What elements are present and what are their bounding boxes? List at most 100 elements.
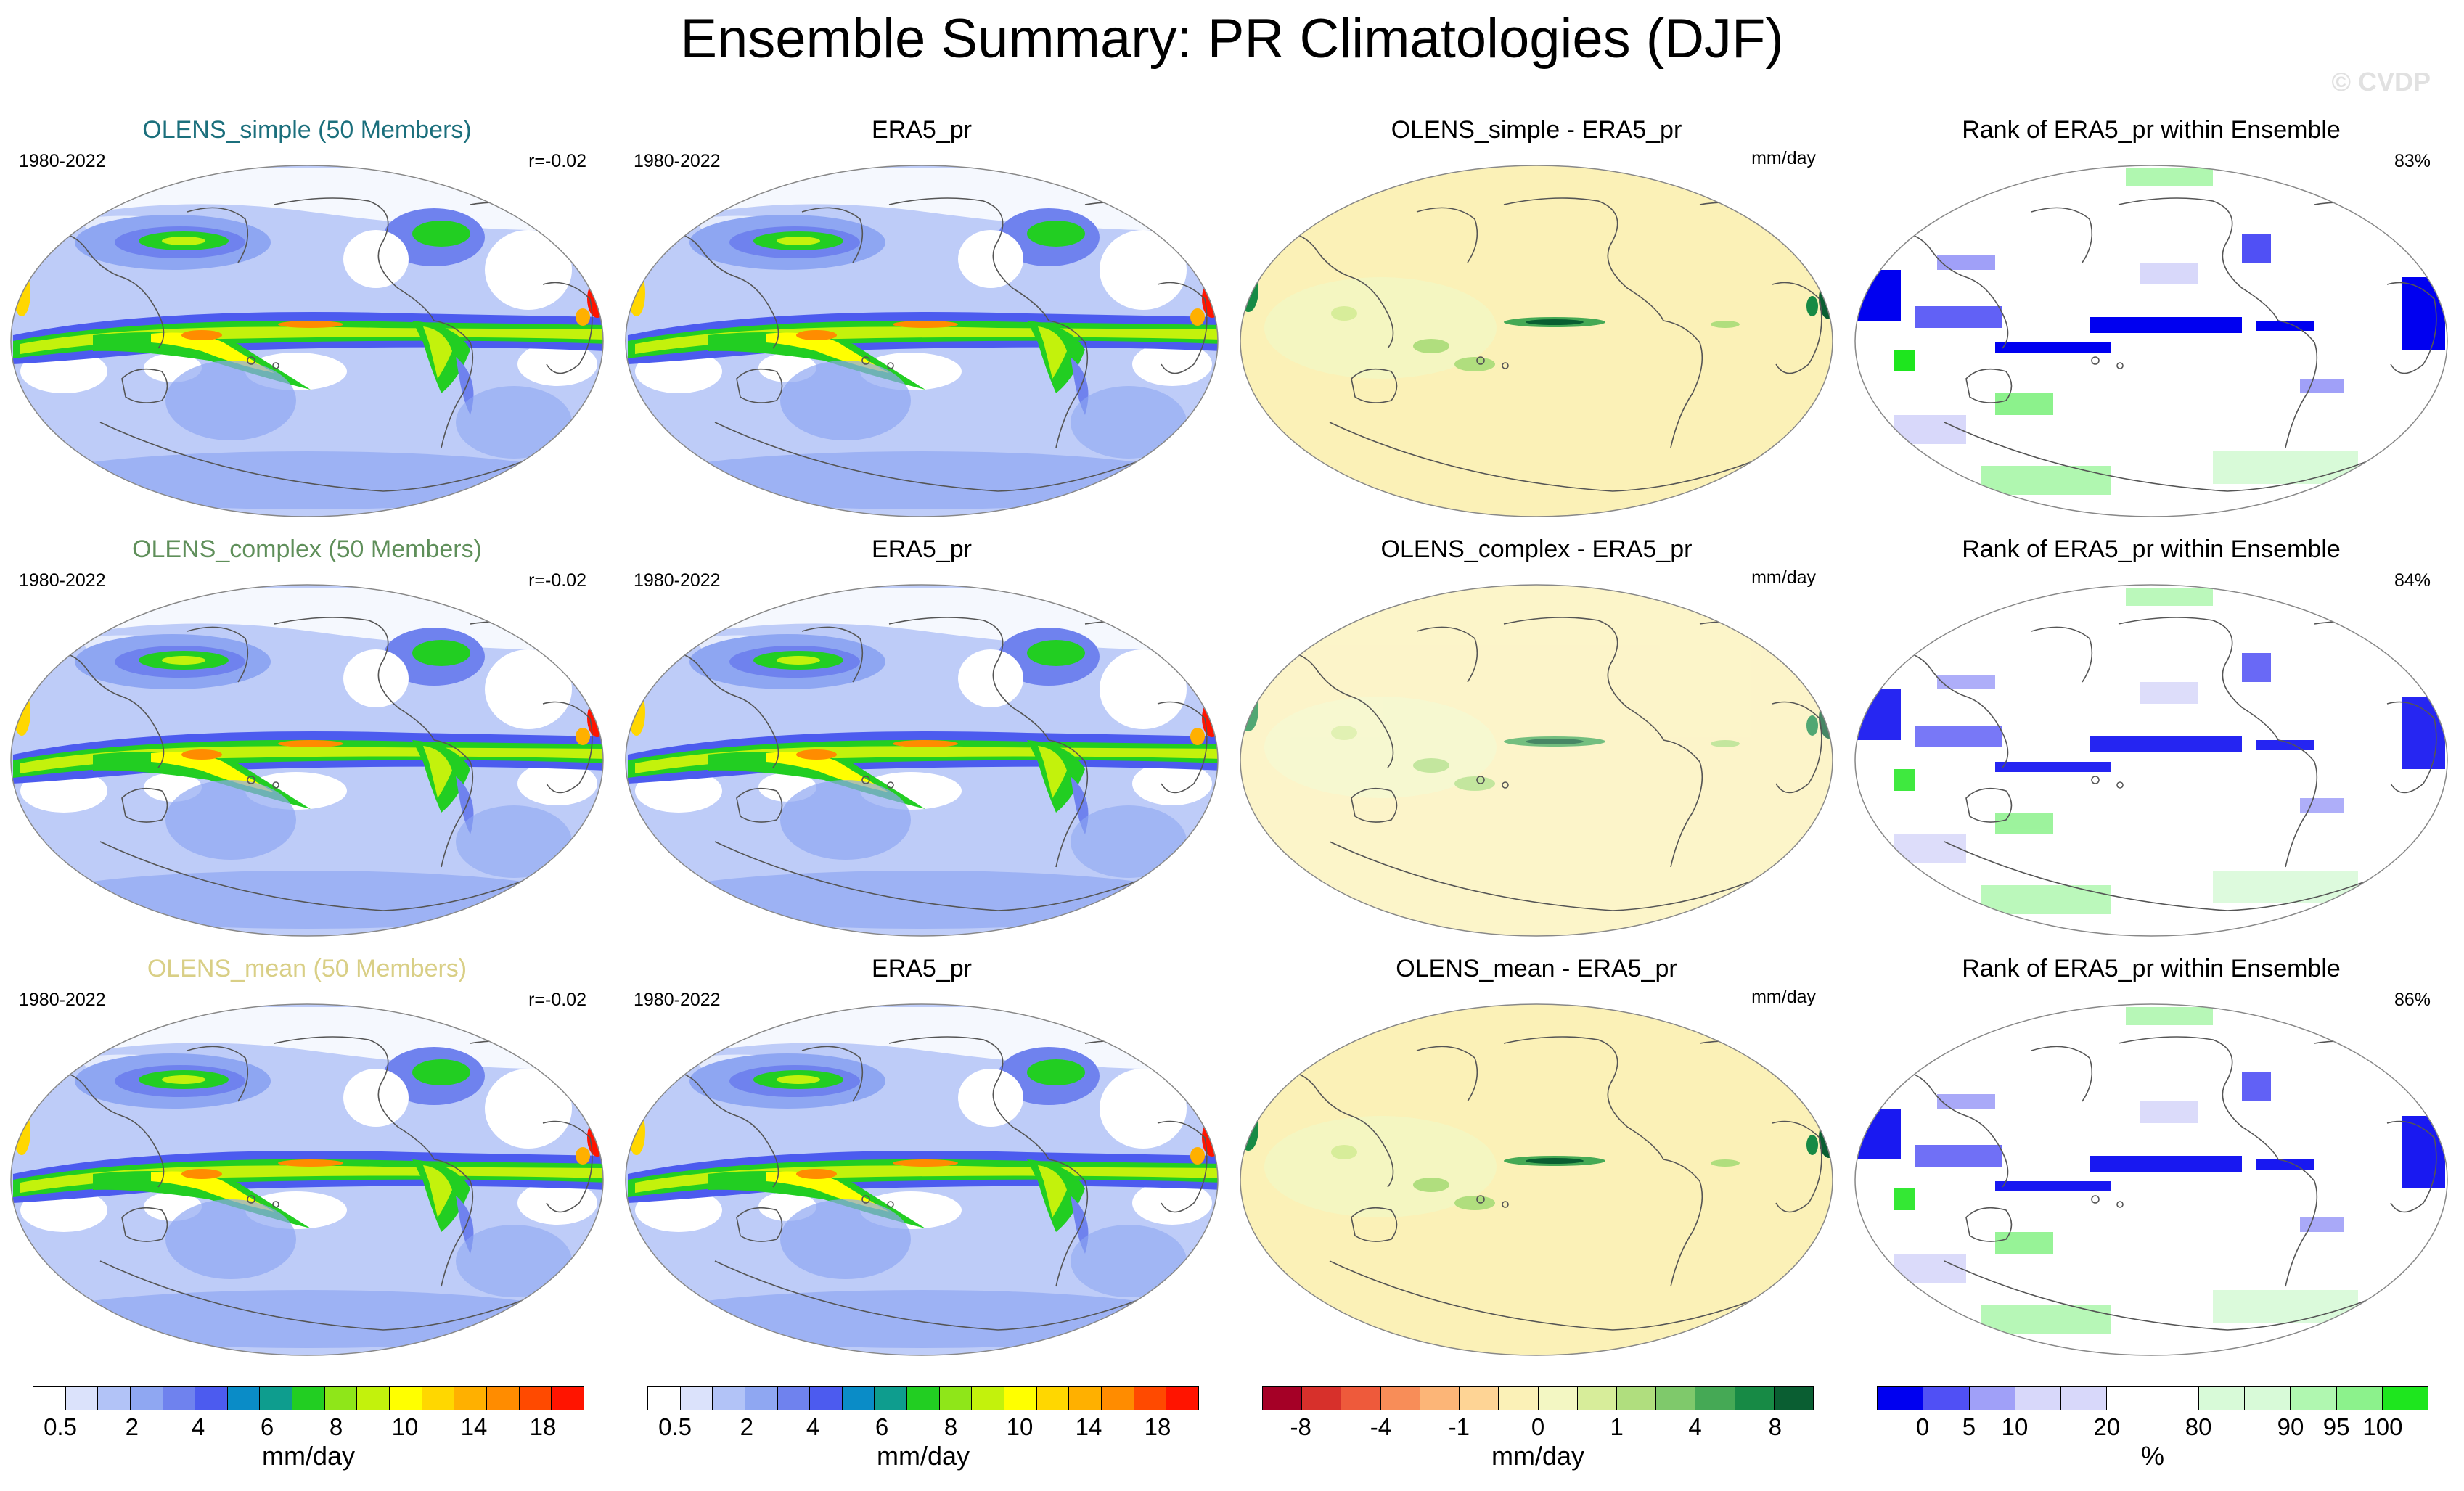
colorbar-tick-label: -8 (1290, 1413, 1311, 1440)
colorbar-tick-label: 80 (2185, 1413, 2212, 1440)
panel-diff-row3: OLENS_mean - ERA5_pr mm/day (1235, 955, 1838, 1361)
colorbar-swatch (1380, 1387, 1420, 1410)
colorbar-units: mm/day (261, 1441, 356, 1471)
colorbar-tick-label: 10 (2001, 1413, 2029, 1440)
colorbar-swatch (519, 1387, 552, 1410)
colorbar-swatch (1969, 1387, 2015, 1410)
colorbar-swatch (2291, 1387, 2337, 1410)
percent-label: 86% (2394, 990, 2431, 1010)
panel-title: OLENS_mean (50 Members) (147, 955, 467, 982)
colorbar-swatch (2382, 1387, 2428, 1410)
period-label: 1980-2022 (634, 570, 721, 591)
observed-precip-map (625, 1003, 1219, 1356)
panel-title: OLENS_simple - ERA5_pr (1391, 116, 1682, 144)
panel-obs-row1: ERA5_pr 1980-2022 (621, 116, 1223, 522)
percent-label: 83% (2394, 151, 2431, 171)
precip-climatology-map (10, 165, 604, 517)
colorbar-swatch (745, 1387, 778, 1410)
colorbar-swatch (422, 1387, 455, 1410)
colorbar-swatch (2107, 1387, 2153, 1410)
colorbar-tick-label: 95 (2322, 1413, 2350, 1440)
colorbar-tick-label: 2 (125, 1413, 139, 1440)
colorbar-tick-label: 0.5 (658, 1413, 692, 1440)
period-label: 1980-2022 (634, 990, 721, 1010)
cvdp-watermark: © CVDP (2331, 67, 2431, 96)
colorbar-tick-label: 0.5 (44, 1413, 77, 1440)
colorbar-swatch (972, 1387, 1005, 1410)
colorbar-swatch (2015, 1387, 2061, 1410)
colorbar-swatch (227, 1387, 261, 1410)
colorbar-tick-label: 18 (1144, 1413, 1171, 1440)
rank-map (1854, 165, 2448, 517)
colorbar-tick-label: 8 (329, 1413, 343, 1440)
colorbar-swatch (1101, 1387, 1134, 1410)
panel-title: OLENS_simple (50 Members) (142, 116, 472, 144)
period-label: 1980-2022 (19, 570, 106, 591)
colorbar-swatch (1134, 1387, 1167, 1410)
panel-rank-row1: Rank of ERA5_pr within Ensemble 83% (1850, 116, 2452, 522)
colorbar-swatch (130, 1387, 163, 1410)
units-label: mm/day (1751, 148, 1816, 168)
panel-obs-row2: ERA5_pr 1980-2022 (621, 535, 1223, 942)
colorbar-swatch (1616, 1387, 1657, 1410)
colorbar-swatches (1877, 1386, 2428, 1410)
percent-label: 84% (2394, 570, 2431, 591)
colorbar-swatch (1302, 1387, 1342, 1410)
colorbar-swatch (65, 1387, 99, 1410)
colorbar-swatch (195, 1387, 228, 1410)
colorbar-tick-label: -4 (1370, 1413, 1392, 1440)
colorbar-swatch (1774, 1387, 1814, 1410)
colorbar-swatch (1166, 1387, 1198, 1410)
panel-clim-row3: OLENS_mean (50 Members) 1980-2022 r=-0.0… (6, 955, 608, 1361)
colorbar-swatch (486, 1387, 520, 1410)
panel-title: OLENS_mean - ERA5_pr (1396, 955, 1677, 982)
colorbar-swatch (2245, 1387, 2291, 1410)
panel-title: Rank of ERA5_pr within Ensemble (1962, 535, 2341, 563)
colorbar-swatch (1538, 1387, 1578, 1410)
colorbar-swatch (907, 1387, 940, 1410)
correlation-label: r=-0.02 (528, 990, 586, 1010)
colorbar-swatch (454, 1387, 487, 1410)
colorbar-swatches (647, 1386, 1199, 1410)
panel-title: ERA5_pr (872, 116, 972, 144)
panel-rank-row3: Rank of ERA5_pr within Ensemble 86% (1850, 955, 2452, 1361)
colorbar-difference: mm/day -8 -4 -1 0 1 4 8 (1262, 1386, 1814, 1473)
colorbar-swatch (1499, 1387, 1539, 1410)
colorbar-tick-label: 8 (944, 1413, 958, 1440)
observed-precip-map (625, 165, 1219, 517)
colorbar-swatch (163, 1387, 196, 1410)
colorbar-swatch (875, 1387, 908, 1410)
panel-title: OLENS_complex - ERA5_pr (1380, 535, 1693, 563)
difference-map (1240, 165, 1833, 517)
difference-map (1240, 584, 1833, 937)
panel-clim-row2: OLENS_complex (50 Members) 1980-2022 r=-… (6, 535, 608, 942)
units-label: mm/day (1751, 987, 1816, 1007)
colorbar-swatch (1656, 1387, 1696, 1410)
observed-precip-map (625, 584, 1219, 937)
colorbar-swatch (390, 1387, 422, 1410)
colorbar-tick-label: 4 (806, 1413, 820, 1440)
panel-title: ERA5_pr (872, 955, 972, 982)
colorbar-swatch (1069, 1387, 1102, 1410)
colorbar-tick-label: 1 (1610, 1413, 1624, 1440)
colorbar-tick-label: 14 (460, 1413, 488, 1440)
panel-rank-row2: Rank of ERA5_pr within Ensemble 84% (1850, 535, 2452, 942)
panel-title: OLENS_complex (50 Members) (132, 535, 482, 563)
colorbar-swatch (648, 1387, 681, 1410)
colorbar-tick-label: 8 (1768, 1413, 1782, 1440)
units-label: mm/day (1751, 567, 1816, 588)
rank-map (1854, 1003, 2448, 1356)
colorbar-swatch (33, 1387, 66, 1410)
panel-title: Rank of ERA5_pr within Ensemble (1962, 955, 2341, 982)
colorbar-tick-label: 5 (1962, 1413, 1976, 1440)
colorbar-tick-label: 6 (260, 1413, 274, 1440)
colorbar-swatch (1420, 1387, 1460, 1410)
colorbar-swatch (810, 1387, 843, 1410)
colorbar-swatch (1577, 1387, 1617, 1410)
precip-climatology-map (10, 1003, 604, 1356)
period-label: 1980-2022 (19, 151, 106, 171)
colorbar-swatches (33, 1386, 584, 1410)
colorbar-tick-label: 0 (1915, 1413, 1930, 1440)
colorbar-units: % (2140, 1441, 2164, 1471)
panel-clim-row1: OLENS_simple (50 Members) 1980-2022 r=-0… (6, 116, 608, 522)
